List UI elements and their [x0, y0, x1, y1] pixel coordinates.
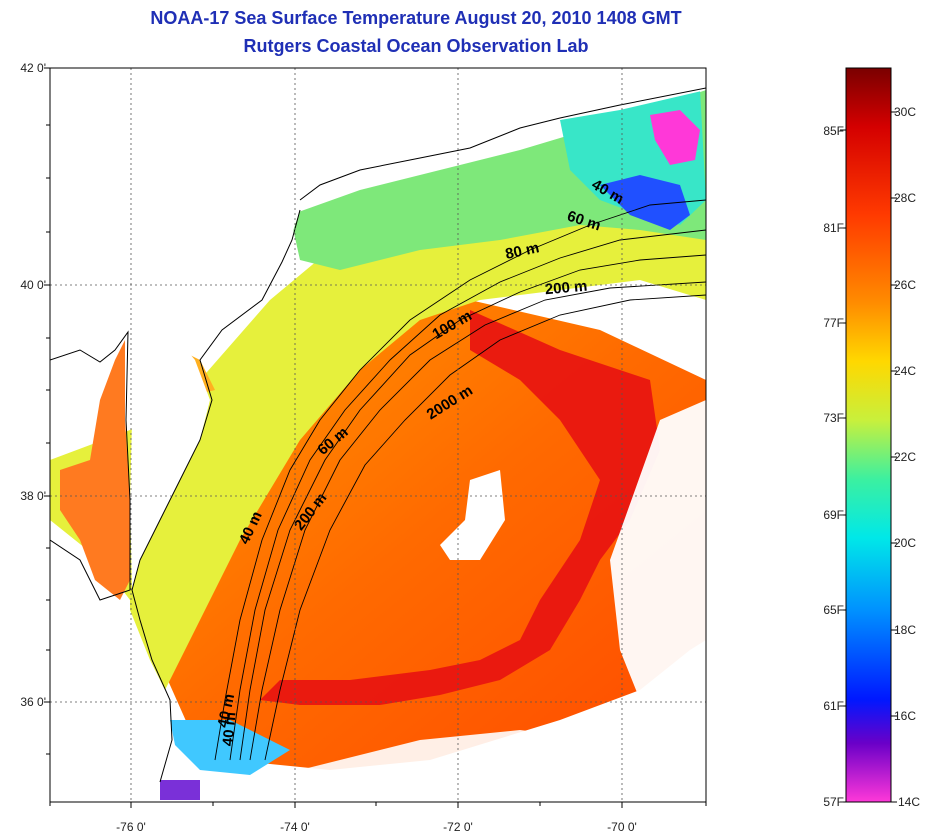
colorbar-label-28c: 28C: [894, 191, 917, 205]
sst-south-purple: [160, 780, 200, 800]
contour-line-200m: [249, 281, 706, 761]
map-subtitle: Rutgers Coastal Ocean Observation Lab: [243, 36, 589, 56]
lat-label-38: 38 0': [20, 489, 46, 503]
lat-label-40: 40 0': [20, 278, 46, 292]
land-delmarva: [130, 330, 210, 590]
sst-red-core: [260, 310, 660, 705]
sst-south-cyan: [170, 720, 290, 775]
colorbar-label-16c: 16C: [894, 709, 917, 723]
colorbar-label-73f: 73F: [823, 411, 844, 425]
colorbar-scale: [845, 67, 892, 803]
colorbar-label-57f: 57F: [823, 795, 844, 809]
sst-chesapeake: [60, 340, 130, 600]
contour-line-2000m: [264, 294, 706, 761]
colorbar-label-26c: 26C: [894, 278, 917, 292]
sst-magenta-patch: [650, 110, 700, 165]
lon-label-76: -76 0': [116, 820, 146, 834]
contour-label-80m: 80 m: [504, 239, 541, 263]
colorbar-label-14c: 14C: [898, 795, 921, 809]
map-title: NOAA-17 Sea Surface Temperature August 2…: [150, 8, 682, 28]
colorbar-ticks: [840, 111, 897, 803]
contour-line-40m: [214, 199, 706, 761]
lon-label-70: -70 0': [607, 820, 637, 834]
land-northeast: [50, 68, 706, 360]
cloud-gap-east: [560, 400, 706, 802]
coastline-chesapeake: [50, 330, 131, 601]
colorbar-label-81f: 81F: [823, 221, 844, 235]
map-frame: [49, 67, 707, 803]
colorbar-label-22c: 22C: [894, 450, 917, 464]
lon-label-74: -74 0': [280, 820, 310, 834]
lon-label-72: -72 0': [443, 820, 473, 834]
colorbar-label-65f: 65F: [823, 603, 844, 617]
contour-line-60m: [229, 229, 706, 761]
contour-label-200m-north: 200 m: [544, 278, 588, 299]
colorbar-label-20c: 20C: [894, 536, 917, 550]
colorbar-label-18c: 18C: [894, 623, 917, 637]
colorbar-label-61f: 61F: [823, 699, 844, 713]
colorbar-label-69f: 69F: [823, 508, 844, 522]
contour-label-40m-south-2: 40 m: [220, 711, 240, 747]
contour-line-80m: [239, 254, 706, 761]
colorbar-label-77f: 77F: [823, 316, 844, 330]
land-southwest: [50, 540, 170, 802]
lat-label-42: 42 0': [20, 61, 46, 75]
axis-ticks: [44, 67, 707, 808]
sst-field: 40 m 60 m 80 m 200 m 100 m 2000 m 60 m 2…: [50, 68, 706, 802]
colorbar-label-24c: 24C: [894, 364, 917, 378]
coastline: [299, 87, 706, 201]
cloud-gap-center: [440, 470, 505, 560]
graticule: [50, 68, 706, 802]
cloud-gap-south: [300, 730, 620, 802]
sst-yellow-shelf: [50, 180, 706, 700]
contour-label-40m-south-1: 40 m: [214, 692, 238, 729]
lat-label-36: 36 0': [20, 695, 46, 709]
colorbar-label-85f: 85F: [823, 124, 844, 138]
colorbar-label-30c: 30C: [894, 105, 917, 119]
sst-blue-patch: [600, 175, 690, 230]
coastline-nj: [131, 209, 301, 783]
